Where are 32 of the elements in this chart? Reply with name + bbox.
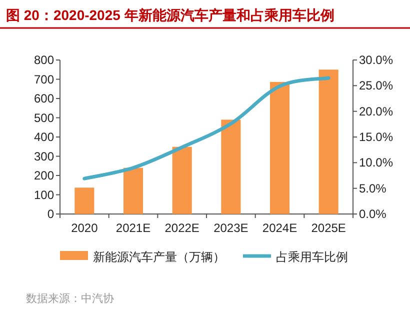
y-tick-label: 600: [34, 92, 54, 106]
y2-tick-label: 15.0%: [359, 130, 394, 144]
x-tick-label: 2023E: [214, 221, 248, 235]
legend-label: 新能源汽车产量（万辆）: [93, 250, 225, 264]
bar: [318, 70, 338, 214]
bar: [123, 168, 144, 214]
x-tick-label: 2020: [71, 221, 98, 235]
y-tick-label: 200: [34, 168, 54, 182]
x-tick-label: 2021E: [116, 221, 151, 235]
y-tick-label: 0: [47, 207, 54, 221]
x-tick-label: 2024E: [262, 221, 298, 235]
y2-tick-label: 0.0%: [359, 207, 387, 221]
y-tick-label: 500: [34, 110, 54, 125]
y2-tick-label: 5.0%: [359, 181, 387, 196]
y2-tick-label: 25.0%: [359, 78, 394, 93]
bar: [74, 188, 94, 214]
y2-tick-label: 30.0%: [359, 53, 394, 67]
bar: [270, 82, 290, 214]
y-tick-label: 700: [34, 72, 54, 86]
y2-tick-label: 20.0%: [359, 104, 394, 118]
x-tick-label: 2025E: [311, 221, 346, 235]
annotation: 数据来源：中汽协: [26, 293, 114, 305]
y-tick-label: 100: [34, 188, 54, 202]
y2-tick-label: 10.0%: [359, 156, 394, 170]
legend-label: 占乘用车比例: [276, 250, 348, 264]
y-tick-label: 300: [34, 149, 54, 164]
y-tick-label: 400: [34, 130, 54, 144]
bar: [221, 120, 241, 214]
y-tick-label: 800: [34, 53, 54, 67]
title: 图 20：2020-2025 年新能源汽车产量和占乘用车比例: [6, 7, 334, 23]
x-tick-label: 2022E: [164, 221, 200, 235]
bar: [172, 146, 192, 214]
